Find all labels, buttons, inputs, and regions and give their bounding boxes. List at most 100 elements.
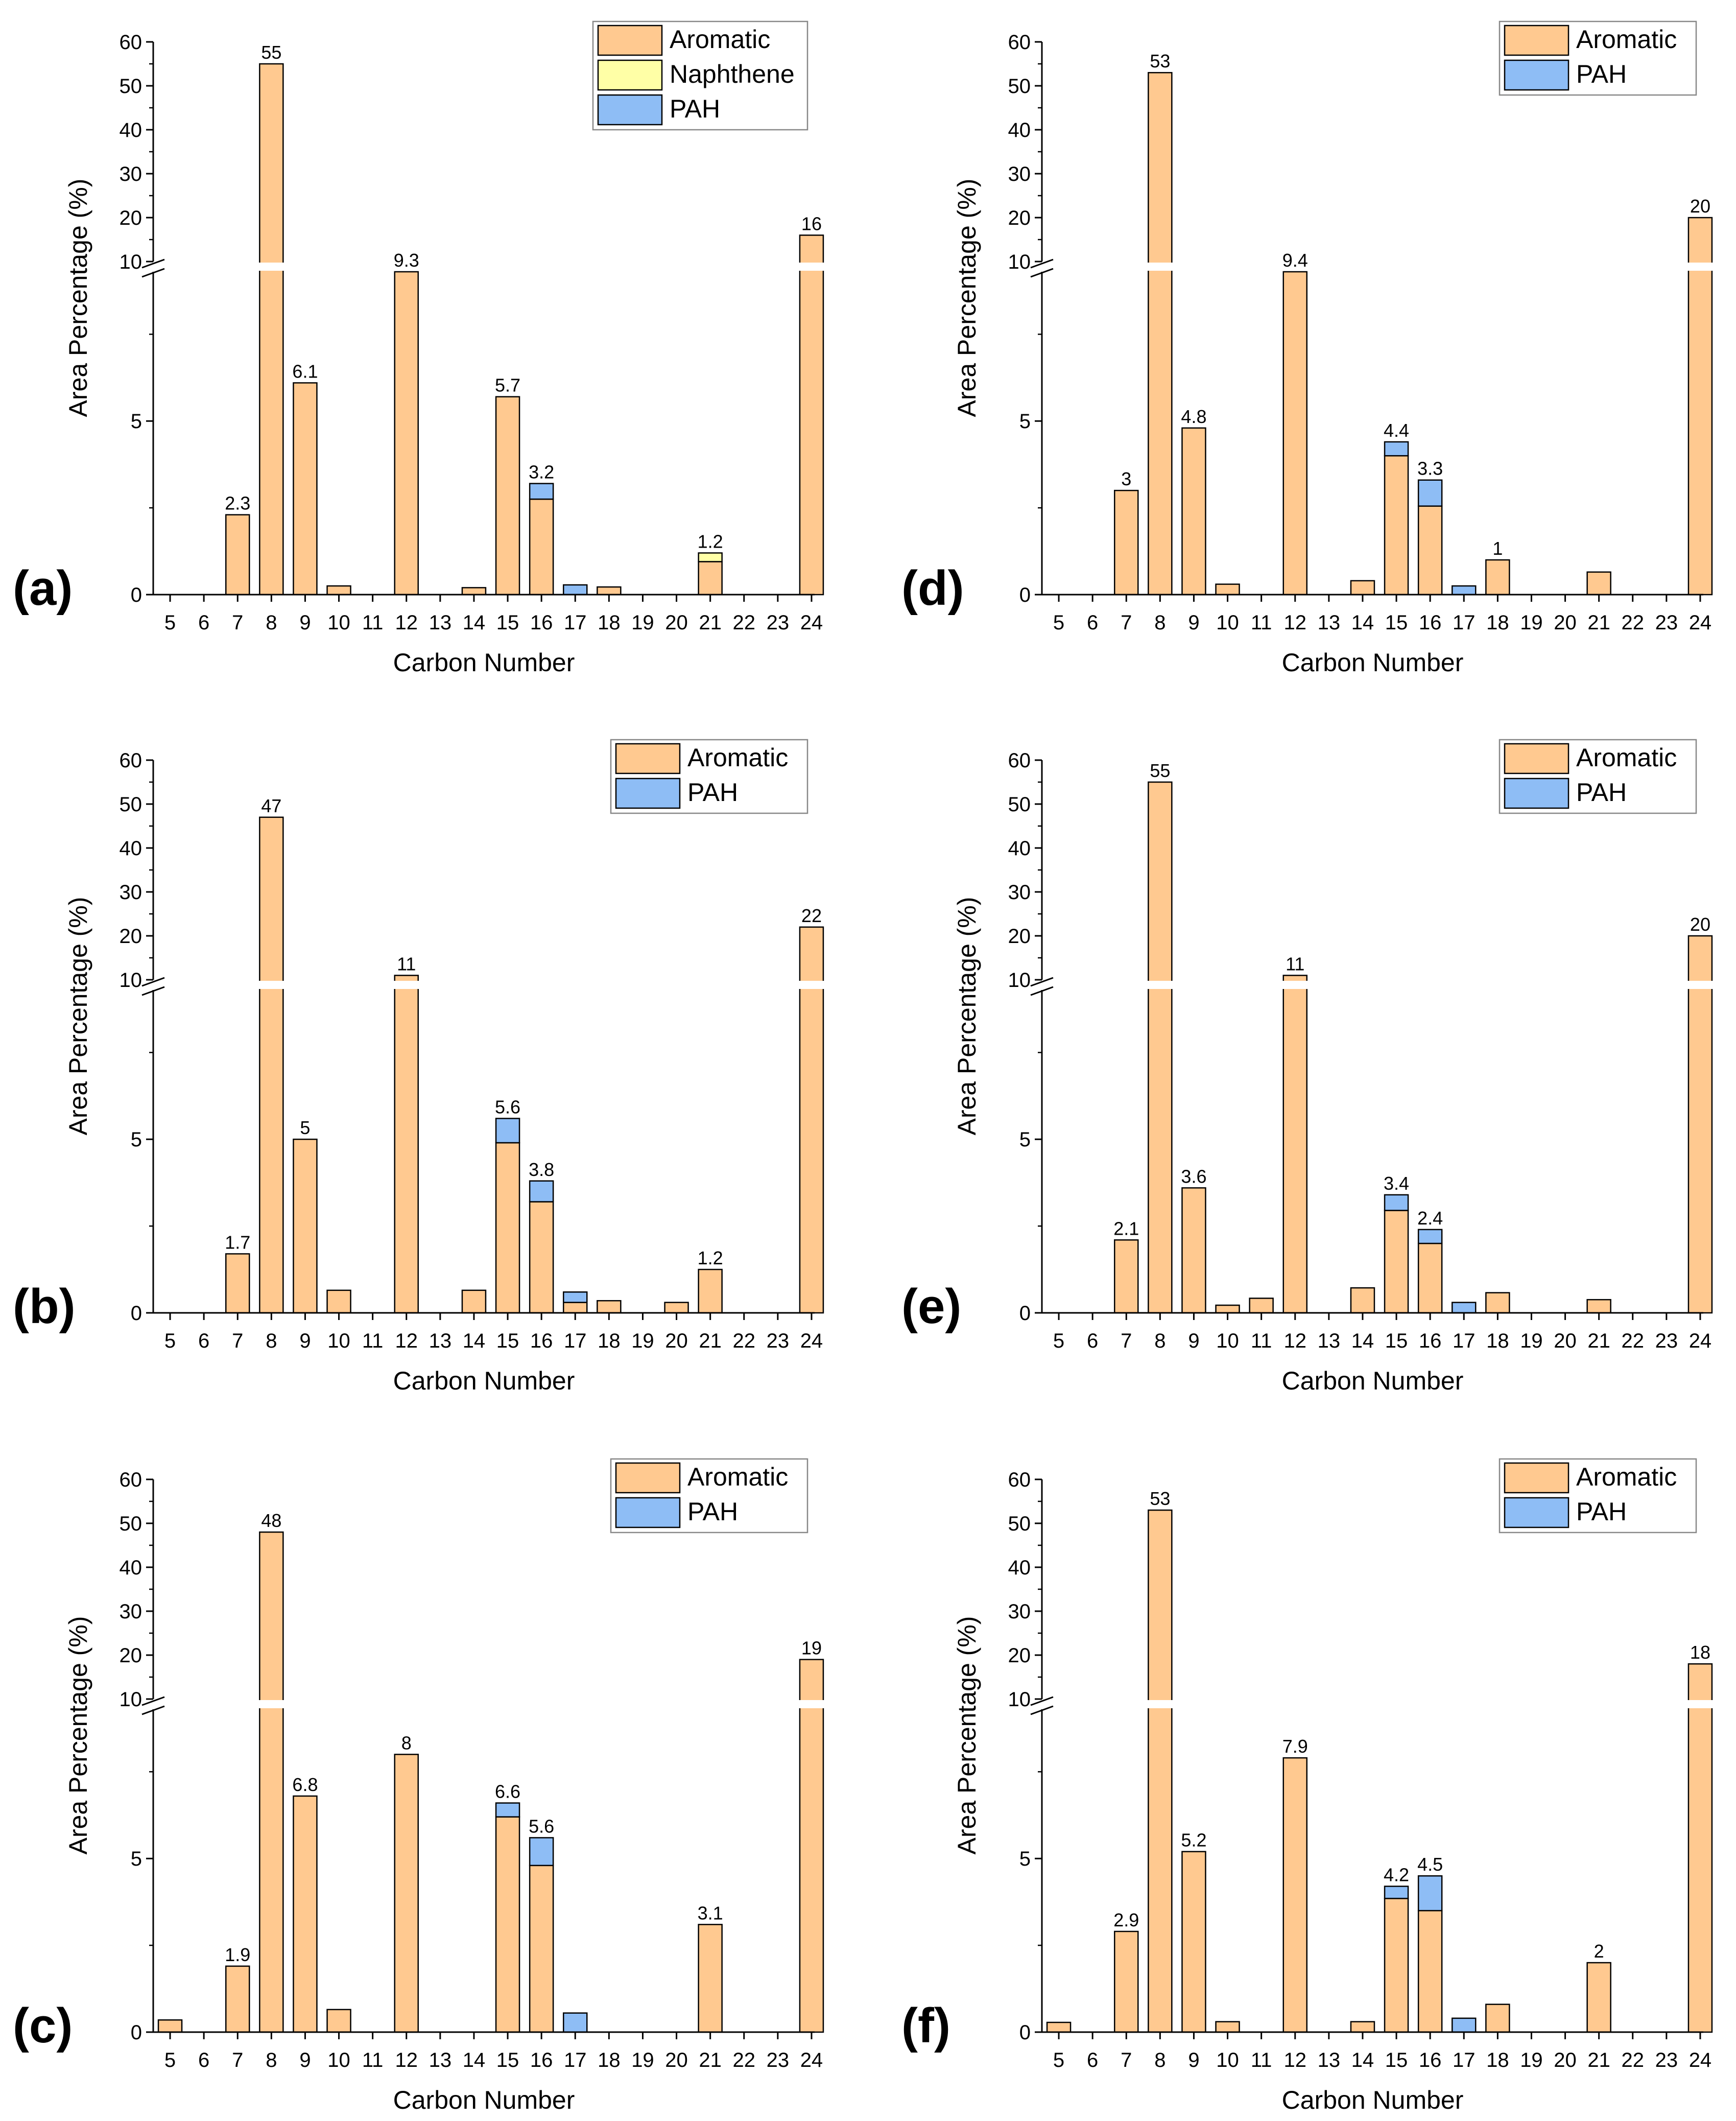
data-label-9: 6.8	[292, 1774, 318, 1795]
bar-aromatic-9	[293, 1138, 318, 1314]
x-tick-label: 21	[699, 611, 722, 634]
x-tick-label: 17	[564, 2049, 587, 2071]
panel-label: (e)	[901, 1279, 961, 1334]
legend-label-aromatic: Aromatic	[687, 743, 788, 772]
y-tick-label: 30	[120, 163, 142, 185]
x-tick-label: 16	[1419, 1330, 1442, 1352]
bar-aromatic-12	[1282, 271, 1307, 596]
data-label-9: 5.2	[1181, 1830, 1206, 1851]
x-axis-title: Carbon Number	[1282, 1366, 1464, 1395]
data-label-8: 55	[261, 42, 281, 63]
bar-aromatic-10	[1215, 583, 1240, 596]
x-tick-label: 15	[1385, 2049, 1408, 2071]
x-tick-label: 9	[299, 1330, 311, 1352]
x-tick-label: 23	[1655, 1330, 1678, 1352]
legend-label-aromatic: Aromatic	[670, 25, 770, 54]
x-tick-label: 20	[1554, 1330, 1577, 1352]
bar-aromatic-9	[293, 1795, 318, 2033]
bar-aromatic-14	[461, 587, 487, 596]
y-tick-label: 40	[120, 837, 142, 860]
legend-swatch-aromatic	[1504, 1462, 1569, 1494]
x-tick-label: 19	[631, 611, 654, 634]
x-tick-label: 6	[198, 2049, 209, 2071]
x-tick-label: 6	[1087, 611, 1098, 634]
x-axis-title: Carbon Number	[393, 1366, 575, 1395]
data-label-16: 3.2	[529, 462, 554, 483]
legend-swatch-naphthene	[597, 59, 663, 91]
y-tick-label: 0	[1019, 2021, 1031, 2044]
data-label-24: 20	[1690, 196, 1710, 217]
bar-aromatic-14	[1350, 580, 1375, 596]
data-label-12: 7.9	[1282, 1736, 1308, 1757]
legend-swatch-aromatic	[1504, 743, 1569, 774]
bar-aromatic-24	[1687, 935, 1713, 1314]
x-tick-label: 18	[598, 611, 621, 634]
data-label-18: 1	[1492, 538, 1503, 559]
data-label-21: 1.2	[698, 1247, 723, 1268]
bar-aromatic-12	[394, 1754, 419, 2033]
data-label-7: 1.9	[225, 1944, 250, 1965]
x-tick-label: 20	[1554, 2049, 1577, 2071]
bar-pah-17	[563, 584, 588, 596]
y-tick-label: 60	[120, 749, 142, 772]
x-tick-label: 14	[1351, 611, 1374, 634]
data-label-21: 1.2	[698, 531, 723, 552]
legend-label-pah: PAH	[687, 778, 738, 807]
bar-aromatic-21	[1586, 1962, 1611, 2033]
bar-aromatic-5	[157, 2019, 183, 2033]
axis-break-mark	[141, 1696, 165, 1706]
panel-label: (a)	[13, 561, 73, 616]
y-tick-label: 60	[120, 1469, 142, 1491]
x-tick-label: 15	[496, 611, 519, 634]
x-tick-label: 15	[1385, 611, 1408, 634]
panel-label: (f)	[901, 1998, 950, 2053]
x-tick-label: 11	[1251, 2049, 1272, 2071]
bar-break-gap-8	[257, 1700, 286, 1708]
y-tick-label: 30	[1008, 881, 1031, 904]
y-tick-label: 50	[120, 75, 142, 98]
x-tick-label: 16	[1419, 2049, 1442, 2071]
x-tick-label: 5	[1053, 1330, 1064, 1352]
bar-break-gap-24	[1686, 263, 1714, 271]
legend-swatch-pah	[1504, 59, 1569, 91]
y-tick-label: 20	[120, 925, 142, 948]
data-label-8: 48	[261, 1510, 281, 1531]
x-tick-label: 16	[530, 2049, 553, 2071]
bar-aromatic-18	[1485, 1292, 1510, 1314]
bar-aromatic-10	[326, 585, 351, 596]
x-tick-label: 18	[1486, 1330, 1509, 1352]
legend-label-pah: PAH	[1576, 1497, 1627, 1526]
y-tick-label: 50	[1008, 793, 1031, 816]
bar-aromatic-12	[1282, 975, 1307, 1314]
bar-pah-15	[1384, 1886, 1409, 1899]
x-tick-label: 13	[429, 611, 452, 634]
x-tick-label: 9	[1188, 1330, 1199, 1352]
bar-aromatic-15	[1384, 1210, 1409, 1314]
legend-swatch-pah	[1504, 1497, 1569, 1528]
y-tick-label: 10	[1008, 969, 1031, 992]
y-tick-label: 60	[120, 31, 142, 54]
x-tick-label: 21	[699, 2049, 722, 2071]
y-axis-title: Area Percentage (%)	[64, 897, 92, 1136]
data-label-16: 3.8	[529, 1159, 554, 1180]
axis-break-mark	[1030, 1705, 1054, 1715]
bar-pah-15	[1384, 441, 1409, 457]
bar-aromatic-16	[1417, 1242, 1443, 1314]
y-tick-label: 30	[120, 881, 142, 904]
y-tick-label: 10	[1008, 1688, 1031, 1711]
x-tick-label: 10	[327, 1330, 350, 1352]
data-label-9: 5	[300, 1117, 310, 1138]
data-label-15: 5.6	[495, 1096, 520, 1117]
data-label-21: 3.1	[698, 1902, 723, 1923]
x-tick-label: 23	[1655, 611, 1678, 634]
y-tick-label: 0	[1019, 584, 1031, 606]
x-tick-label: 16	[1419, 611, 1442, 634]
x-tick-label: 15	[496, 1330, 519, 1352]
x-tick-label: 10	[327, 611, 350, 634]
data-label-16: 3.3	[1417, 458, 1443, 479]
y-tick-label: 5	[131, 410, 142, 433]
bar-aromatic-24	[799, 926, 824, 1314]
bar-aromatic-18	[597, 1300, 622, 1314]
legend-label-pah: PAH	[1576, 778, 1627, 807]
